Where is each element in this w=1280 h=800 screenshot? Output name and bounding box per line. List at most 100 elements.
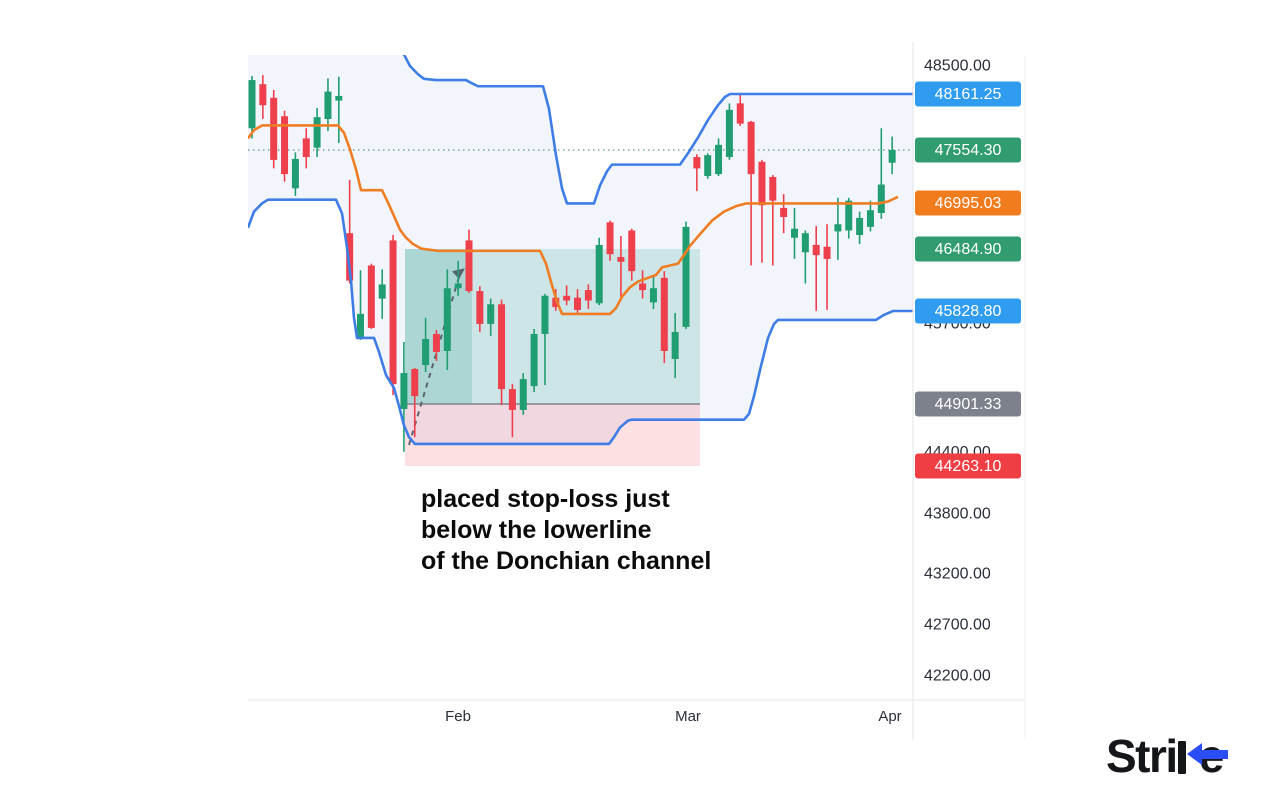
candle [671, 312, 679, 379]
price-badge-position-entry: 44901.33 [915, 391, 1021, 417]
candle [302, 128, 310, 169]
donchian-lower-line [248, 198, 913, 446]
candle [281, 110, 289, 182]
candle [530, 328, 538, 393]
position-profit-zone [405, 249, 700, 404]
candle [270, 89, 278, 169]
candle [411, 368, 419, 438]
candle [584, 284, 592, 309]
month-tick-label: Apr [878, 708, 901, 725]
candle [725, 103, 733, 160]
candle [313, 107, 321, 158]
candle [389, 235, 397, 396]
month-tick-label: Feb [445, 708, 471, 725]
candle [432, 329, 440, 362]
svg-text:48161.25: 48161.25 [935, 86, 1002, 103]
trend-arrow [408, 269, 462, 446]
candle [367, 263, 375, 329]
price-badge-position-stop: 44263.10 [915, 453, 1021, 479]
candle [378, 269, 386, 319]
candle [487, 298, 495, 336]
candle [259, 75, 267, 120]
candle [649, 275, 657, 309]
price-badge-donchian-lower: 45828.80 [915, 298, 1021, 324]
candle [704, 153, 712, 179]
price-badge-last-price: 47554.30 [915, 137, 1021, 163]
candle [422, 317, 430, 373]
candle [291, 152, 299, 196]
candle [628, 228, 636, 281]
price-tick-label: 43800.00 [924, 506, 991, 523]
price-tick-label: 42200.00 [924, 668, 991, 685]
candle [498, 299, 506, 406]
price-badge-donchian-upper: 48161.25 [915, 81, 1021, 107]
candle [541, 293, 549, 386]
candle [400, 341, 408, 452]
candle [595, 237, 603, 306]
candle [606, 220, 614, 261]
candlesticks [248, 75, 896, 452]
candle [758, 159, 766, 263]
price-badge-position-target: 46484.90 [915, 236, 1021, 262]
candle [736, 94, 744, 126]
logo-arrow-shaft [1200, 749, 1228, 759]
month-tick-label: Mar [675, 708, 701, 725]
candle [519, 373, 527, 415]
svg-text:47554.30: 47554.30 [935, 142, 1002, 159]
candle [791, 207, 798, 259]
annotation-line: of the Donchian channel [421, 547, 712, 575]
candle [801, 230, 809, 284]
price-tick-label: 48500.00 [924, 58, 991, 75]
candle [508, 384, 516, 438]
candle [465, 229, 473, 293]
svg-text:44901.33: 44901.33 [935, 396, 1002, 413]
candle [834, 197, 842, 260]
donchian-channel-fill [248, 55, 913, 444]
logo-k-stem [1177, 741, 1186, 774]
candle [682, 221, 690, 329]
logo-text-stri: Stri [1106, 730, 1178, 782]
logo-letter-k: e [1177, 726, 1229, 786]
candle [617, 235, 625, 299]
candle [357, 270, 364, 340]
svg-text:46484.90: 46484.90 [935, 241, 1002, 258]
candle [248, 75, 256, 139]
price-axis-badges: 48161.25 47554.30 46995.03 46484.90 45828.80… [915, 81, 1021, 479]
candle [324, 78, 332, 132]
logo-arrow-icon [1186, 743, 1202, 765]
candle [812, 225, 820, 311]
candle [866, 200, 874, 232]
svg-text:45828.80: 45828.80 [935, 303, 1002, 320]
svg-text:44263.10: 44263.10 [935, 458, 1002, 475]
candle [769, 175, 777, 266]
position-loss-zone [405, 404, 700, 466]
donchian-upper-line [401, 55, 913, 205]
time-axis-ticks: Feb Mar Apr [445, 708, 902, 725]
candle [443, 269, 451, 371]
price-tick-label: 42700.00 [924, 617, 991, 634]
candle [780, 194, 788, 234]
candle [747, 120, 755, 266]
candle [856, 211, 864, 245]
candle [574, 289, 581, 314]
candle [335, 76, 343, 144]
strike-logo: Strie [1106, 726, 1266, 788]
donchian-basis-line [248, 124, 899, 316]
svg-text:46995.03: 46995.03 [935, 195, 1002, 212]
candle [563, 285, 571, 306]
candle [715, 138, 723, 176]
annotation-line: below the lowerline [421, 516, 652, 544]
annotation-line: placed stop-loss just [421, 485, 670, 513]
candle [888, 136, 896, 175]
candle [454, 260, 462, 296]
candle [823, 224, 831, 310]
candle [639, 270, 647, 299]
candle [660, 271, 668, 364]
stop-loss-annotation: placed stop-loss just below the lowerlin… [421, 484, 711, 577]
candle [476, 286, 484, 332]
price-tick-label: 43200.00 [924, 566, 991, 583]
price-badge-donchian-basis: 46995.03 [915, 190, 1021, 216]
candle [693, 154, 701, 192]
